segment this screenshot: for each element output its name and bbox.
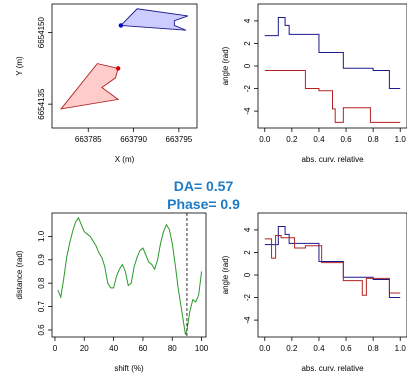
plot-area (57, 213, 203, 337)
x-tick-label: 663785 (75, 135, 102, 144)
y-tick-label: 1.0 (37, 230, 46, 242)
start-point-red (115, 66, 121, 71)
series-line-red (264, 235, 401, 296)
y-axis-label: angle (rad) (221, 255, 230, 294)
plot-area (59, 8, 189, 110)
y-tick-label: 4 (243, 18, 252, 23)
x-tick-label: 20 (80, 344, 89, 353)
series-line-blue (264, 226, 401, 299)
y-tick-label: 0 (243, 272, 252, 277)
x-tick-label: 80 (168, 344, 177, 353)
x-tick-label: 0.4 (313, 344, 325, 353)
x-tick-label: 0.0 (259, 344, 271, 353)
x-axis-label: abs. curv. relative (301, 364, 364, 373)
x-tick-label: 663790 (120, 135, 147, 144)
y-tick-label: 2 (243, 41, 252, 46)
polygon-red (59, 63, 120, 110)
y-tick-label: 6654150 (37, 16, 46, 48)
plot-frame (257, 3, 407, 129)
x-tick-label: 0.2 (286, 135, 298, 144)
phase-label: Phase= 0.9 (167, 196, 240, 212)
y-tick-label: -4 (243, 316, 252, 324)
y-tick-label: -4 (243, 107, 252, 115)
x-tick-label: 0.4 (313, 135, 325, 144)
y-tick-label: 6654135 (37, 88, 46, 120)
y-tick-label: -2 (243, 84, 252, 92)
plot-frame (257, 212, 407, 338)
x-tick-label: 0.8 (368, 344, 380, 353)
y-tick-label: 0.7 (37, 300, 46, 312)
y-tick-label: -2 (243, 293, 252, 301)
x-tick-label: 40 (109, 344, 118, 353)
y-tick-label: 0.9 (37, 254, 46, 266)
plot-frame (51, 3, 198, 129)
x-tick-label: 1.0 (395, 344, 407, 353)
x-axis-label: shift (%) (114, 364, 144, 373)
y-tick-label: 0 (243, 63, 252, 68)
x-tick-label: 0.8 (368, 135, 380, 144)
chart-distance: 0 20 40 60 80 100 0.6 0.7 0.8 0.9 1.0 shift (%) dist… (15, 212, 209, 373)
x-tick-label: 663795 (166, 135, 193, 144)
x-axis-label: abs. curv. relative (301, 155, 364, 164)
start-point-blue (118, 23, 124, 28)
x-tick-label: 1.0 (395, 135, 407, 144)
x-tick-label: 0.2 (286, 344, 298, 353)
x-tick-label: 0 (53, 344, 58, 353)
chart-angle-top: 0.0 0.2 0.4 0.6 0.8 1.0 -4 -2 0 2 4 abs. curv. rela… (221, 3, 407, 164)
plot-frame (51, 212, 207, 338)
x-tick-label: 0.0 (259, 135, 271, 144)
x-tick-label: 60 (138, 344, 147, 353)
x-tick-label: 0.6 (340, 344, 352, 353)
da-label: DA= 0.57 (173, 178, 234, 194)
polygon-blue (119, 8, 189, 31)
x-tick-label: 100 (195, 344, 209, 353)
y-axis-label: angle (rad) (221, 46, 230, 85)
series-line-green (57, 216, 203, 335)
y-tick-label: 4 (243, 227, 252, 232)
plot-area (264, 226, 401, 299)
y-axis-label: Y (m) (15, 56, 24, 76)
series-line-blue (264, 17, 401, 90)
series-line-red (264, 70, 401, 123)
chart-map: 663785 663790 663795 6654135 6654150 X (m) Y (… (15, 3, 198, 164)
x-axis-label: X (m) (115, 155, 135, 164)
y-tick-label: 0.6 (37, 324, 46, 336)
y-axis-label: distance (rad) (15, 250, 24, 299)
x-tick-label: 0.6 (340, 135, 352, 144)
chart-angle-bottom: 0.0 0.2 0.4 0.6 0.8 1.0 -4 -2 0 2 4 abs. curv. rela… (221, 212, 407, 373)
plot-area (264, 17, 401, 123)
y-tick-label: 2 (243, 250, 252, 255)
y-tick-label: 0.8 (37, 277, 46, 289)
